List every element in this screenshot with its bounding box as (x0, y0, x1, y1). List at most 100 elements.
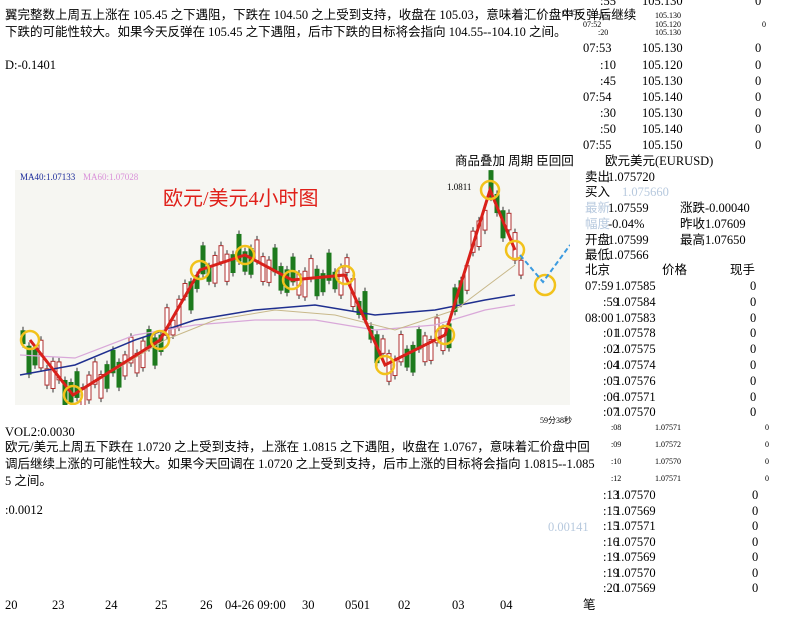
tick-time: :08 (611, 423, 622, 432)
chart-title: 欧元/美元4小时图 (163, 187, 319, 210)
tick-price: 1.07575 (615, 342, 656, 357)
tick-volume: 0 (752, 488, 759, 502)
tick-volume: 0 (752, 565, 759, 580)
axis-label: 20 (5, 598, 18, 612)
tick-price: 1.07574 (615, 358, 656, 372)
projection (519, 244, 570, 284)
candle-body (44, 368, 50, 386)
tick-time: 07:55 (583, 138, 612, 152)
tick-volume: 0 (755, 122, 762, 136)
tick-time: :13 (603, 488, 619, 502)
tick-price: 1.07569 (615, 581, 656, 595)
candle-body (302, 270, 308, 298)
candle-body (320, 273, 326, 293)
axis-label: 30 (302, 598, 315, 612)
tick-price: 1.07571 (615, 519, 656, 533)
quote-field: 开盘 (585, 233, 611, 247)
tick-price: 1.07585 (615, 279, 656, 293)
tick-price: 1.07570 (655, 457, 681, 466)
candle-body (290, 256, 296, 283)
tick-time: 08:00 (585, 310, 614, 325)
tick-time: :16 (603, 534, 619, 549)
indicator: D:-0.1401 (5, 58, 57, 72)
tick-volume: 0 (755, 0, 762, 8)
quote-field: 最高 (680, 233, 706, 247)
tick-volume: 0 (765, 423, 769, 432)
tick-volume: 0 (750, 405, 757, 420)
tick-volume: 0 (765, 457, 769, 466)
tick-time: 07:53 (583, 41, 612, 55)
candle-body (506, 212, 512, 231)
quote-field: 1.07559 (608, 201, 649, 215)
quote-field: 买入 (585, 185, 611, 199)
tick-volume: 0 (755, 138, 762, 152)
candle-body (92, 361, 98, 385)
quote-field: 幅度 (585, 217, 611, 231)
candle-body (50, 360, 56, 390)
symbol: 欧元美元(EURUSD) (605, 154, 714, 168)
tick-volume: 0 (755, 74, 762, 88)
tick-time: :55 (600, 0, 616, 8)
candle-body (98, 374, 104, 399)
candle-body (254, 239, 260, 262)
tick-time: :12 (611, 474, 622, 483)
small-tick: 0.453 (563, 8, 581, 17)
candle-body (326, 252, 332, 281)
note-line: 调后继续上涨的可能性较大。如果今天回调在 1.0720 之上受到支持，后市上涨的… (5, 457, 595, 471)
tick-time: :10 (600, 58, 616, 72)
ma40-label: MA40:1.07133 (20, 172, 76, 182)
quote-field: 最低 (585, 248, 611, 262)
tick-volume: 0 (752, 503, 759, 518)
column-header: 现手 (730, 263, 756, 277)
candle-body (410, 344, 416, 373)
candle-body (152, 337, 158, 366)
quote-field: 最新 (585, 201, 611, 215)
tick-price: 1.07571 (615, 389, 656, 404)
small-tick: 105.130 (655, 11, 681, 20)
quote-field: 昨收 (680, 217, 706, 231)
axis-label: 笔 (583, 598, 596, 612)
quote-field: 1.07599 (608, 233, 649, 247)
tick-price: 1.07576 (615, 373, 656, 388)
tick-price: 1.07571 (655, 423, 681, 432)
small-tick: 105.130 (655, 28, 681, 37)
tick-time: :20 (603, 581, 619, 595)
candle-body (74, 371, 80, 398)
tick-time: :05 (603, 373, 619, 388)
candle-body (284, 269, 290, 293)
tick-price: 1.07570 (615, 534, 656, 549)
tick-volume: 0 (752, 519, 759, 533)
chart-image: MA40:1.07133 MA60:1.07028 欧元/美元4小时图 1.08… (15, 170, 570, 405)
tick-time: :09 (611, 440, 622, 449)
tick-price: 1.07584 (615, 294, 656, 309)
candle-body (488, 170, 494, 198)
tick-price: 105.150 (642, 138, 683, 152)
tick-time: :15 (603, 519, 619, 533)
axis-label: 04-26 09:00 (225, 598, 286, 612)
tick-price: 105.140 (642, 90, 683, 104)
tick-time: :45 (600, 74, 616, 88)
note-line: 翼完整数上周五上涨在 105.45 之下遇阻，下跌在 104.50 之上受到支持… (5, 8, 637, 22)
tick-volume: 0 (750, 310, 757, 325)
quote-field: 卖出 (585, 170, 611, 184)
tick-volume: 0 (755, 106, 762, 120)
tick-price: 1.07578 (615, 326, 656, 341)
tick-volume: 0 (750, 389, 757, 404)
candle-body (116, 361, 122, 388)
high-label: 1.0811 (447, 182, 471, 192)
small-tick: 07:52 (583, 20, 602, 29)
column-header: 价格 (662, 263, 688, 277)
tick-time: :02 (603, 342, 619, 357)
note-line: 欧元/美元上周五下跌在 1.0720 之上受到支持，上涨在 1.0815 之下遇… (5, 440, 590, 454)
candle-body (422, 335, 428, 363)
tick-volume: 0 (755, 58, 762, 72)
tick-price: 1.07570 (615, 488, 656, 502)
small-tick: 105.120 (655, 20, 681, 29)
tick-volume: 0 (765, 440, 769, 449)
tick-price: 105.140 (642, 122, 683, 136)
candle-body (242, 251, 248, 272)
candle-body (428, 339, 434, 361)
quote-field: 1.07650 (705, 233, 746, 247)
tick-price: 105.130 (642, 74, 683, 88)
tick-time: :30 (600, 106, 616, 120)
